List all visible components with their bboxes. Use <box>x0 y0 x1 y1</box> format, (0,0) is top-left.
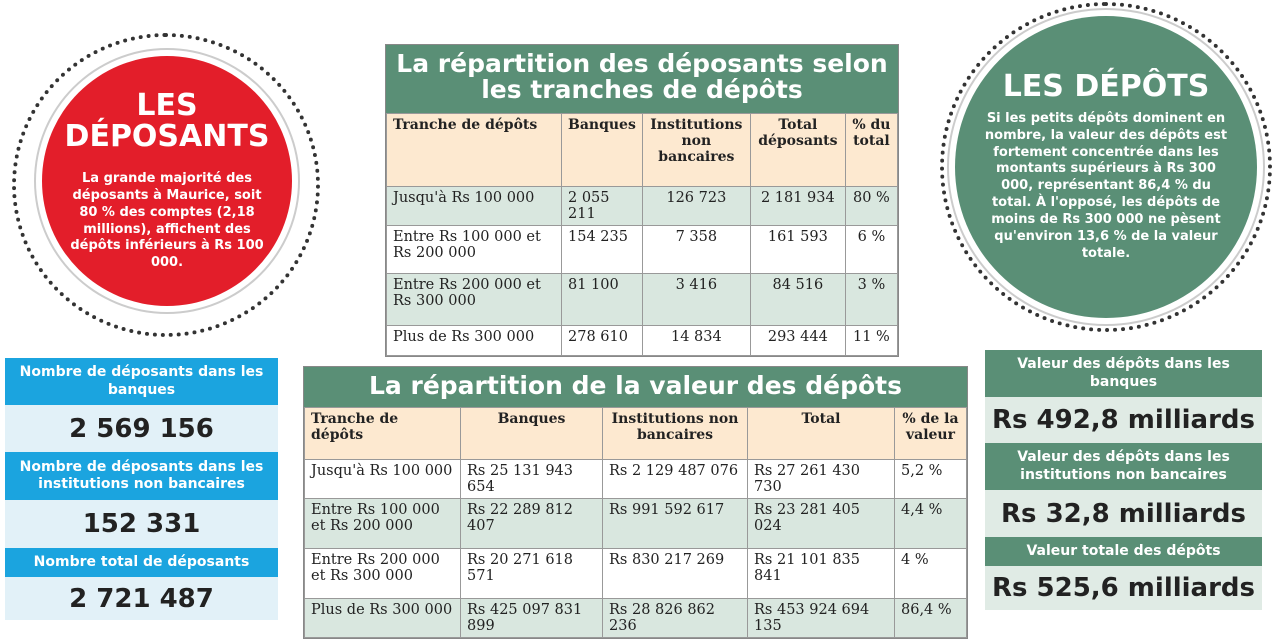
valeur-table: La répartition de la valeur des dépôts T… <box>303 366 968 639</box>
table-cell: 293 444 <box>749 325 846 356</box>
table-row: Jusqu'à Rs 100 000 2 055 211 126 723 2 181 … <box>386 186 899 226</box>
table-cell: 278 610 <box>561 325 643 356</box>
column-header: % du total <box>844 113 899 187</box>
title-line: La répartition des déposants selon <box>396 49 888 78</box>
deposants-circle: LES DÉPOSANTS La grande majorité des dép… <box>42 56 292 306</box>
deposants-text: La grande majorité des déposants à Mauri… <box>70 170 264 271</box>
table-cell: 14 834 <box>641 325 751 356</box>
right-stat-value: Rs 492,8 milliards <box>985 397 1262 443</box>
column-header: Banques <box>460 407 603 460</box>
table-row: Entre Rs 200 000 et Rs 300 000 81 100 3 41… <box>386 273 899 326</box>
table-cell: Rs 453 924 694 135 <box>747 598 895 638</box>
left-stat-value: 2 721 487 <box>5 577 278 620</box>
table-cell: 2 055 211 <box>561 186 643 226</box>
deposants-table-title: La répartition des déposants selon les t… <box>386 45 898 113</box>
table-row: Plus de Rs 300 000 278 610 14 834 293 444 11… <box>386 325 899 356</box>
table-cell: Plus de Rs 300 000 <box>386 325 562 356</box>
header-row: Tranche de dépôts Banques Institutions non… <box>386 113 899 187</box>
table-cell: 81 100 <box>561 273 643 326</box>
table-row: Entre Rs 100 000 et Rs 200 000 154 235 7 3… <box>386 225 899 274</box>
table-cell: 5,2 % <box>894 459 967 499</box>
table-cell: Entre Rs 200 000 et Rs 300 000 <box>304 548 461 599</box>
depots-ring <box>940 2 1272 332</box>
deposants-table: La répartition des déposants selon les t… <box>385 44 899 357</box>
valeur-table-title: La répartition de la valeur des dépôts <box>304 367 967 407</box>
table-cell: 84 516 <box>749 273 846 326</box>
depots-text: Si les petits dépôts dominent en nombre,… <box>984 110 1228 261</box>
table-cell: Rs 425 097 831 899 <box>460 598 603 638</box>
table-row: Entre Rs 100 000 et Rs 200 000 Rs 22 289 … <box>304 498 967 549</box>
table-cell: 3 416 <box>641 273 751 326</box>
column-header: Institutions non bancaires <box>602 407 748 460</box>
table-row: Plus de Rs 300 000 Rs 425 097 831 899 Rs 2… <box>304 598 967 638</box>
left-stat-value: 2 569 156 <box>5 405 278 452</box>
table-cell: Rs 2 129 487 076 <box>602 459 748 499</box>
table-cell: 161 593 <box>749 225 846 274</box>
table-cell: Plus de Rs 300 000 <box>304 598 461 638</box>
right-stat-label: Valeur totale des dépôts <box>985 537 1262 566</box>
table-cell: Entre Rs 100 000 et Rs 200 000 <box>386 225 562 274</box>
right-stat-label: Valeur des dépôts dans les institutions … <box>985 443 1262 490</box>
table-row: Entre Rs 200 000 et Rs 300 000 Rs 20 271 … <box>304 548 967 599</box>
left-stat-label: Nombre de déposants dans les banques <box>5 358 278 405</box>
table-cell: 7 358 <box>641 225 751 274</box>
table-cell: 6 % <box>844 225 899 274</box>
table-cell: Rs 20 271 618 571 <box>460 548 603 599</box>
right-stat-value: Rs 32,8 milliards <box>985 490 1262 537</box>
table-cell: Jusqu'à Rs 100 000 <box>386 186 562 226</box>
table-cell: Rs 21 101 835 841 <box>747 548 895 599</box>
table-cell: 126 723 <box>641 186 751 226</box>
header-row: Tranche de dépôts Banques Institutions non… <box>304 407 967 460</box>
title-line: les tranches de dépôts <box>481 75 803 105</box>
table-cell: 80 % <box>844 186 899 226</box>
table-cell: 11 % <box>844 325 899 356</box>
valeur-grid: Tranche de dépôts Banques Institutions non… <box>304 407 967 638</box>
column-header: Tranche de dépôts <box>386 113 562 187</box>
table-cell: 3 % <box>844 273 899 326</box>
deposants-title-2: DÉPOSANTS <box>64 119 270 155</box>
table-cell: Entre Rs 100 000 et Rs 200 000 <box>304 498 461 549</box>
column-header: Institutions non bancaires <box>641 113 751 187</box>
left-stat-label: Nombre de déposants dans les institution… <box>5 452 278 500</box>
table-cell: 4 % <box>894 548 967 599</box>
column-header: Banques <box>561 113 643 187</box>
right-stat-value: Rs 525,6 milliards <box>985 566 1262 610</box>
table-cell: Jusqu'à Rs 100 000 <box>304 459 461 499</box>
table-cell: Rs 830 217 269 <box>602 548 748 599</box>
depots-title: LES DÉPÔTS <box>1002 69 1210 105</box>
table-cell: Rs 27 261 430 730 <box>747 459 895 499</box>
table-cell: Rs 23 281 405 024 <box>747 498 895 549</box>
column-header: Tranche de dépôts <box>304 407 461 460</box>
table-cell: Entre Rs 200 000 et Rs 300 000 <box>386 273 562 326</box>
table-cell: Rs 25 131 943 654 <box>460 459 603 499</box>
deposants-grid: Tranche de dépôts Banques Institutions non… <box>386 113 899 356</box>
table-cell: 4,4 % <box>894 498 967 549</box>
table-cell: Rs 28 826 862 236 <box>602 598 748 638</box>
column-header: % de la valeur <box>894 407 967 460</box>
left-stat-value: 152 331 <box>5 500 278 548</box>
column-header: Total <box>747 407 895 460</box>
column-header: Total déposants <box>749 113 846 187</box>
table-cell: 2 181 934 <box>749 186 846 226</box>
right-stat-label: Valeur des dépôts dans les banques <box>985 350 1262 397</box>
depots-circle: LES DÉPÔTS Si les petits dépôts dominent… <box>955 16 1257 318</box>
table-row: Jusqu'à Rs 100 000 Rs 25 131 943 654 Rs 2 … <box>304 459 967 499</box>
table-cell: 86,4 % <box>894 598 967 638</box>
table-cell: 154 235 <box>561 225 643 274</box>
deposants-title: LES <box>136 87 198 123</box>
table-cell: Rs 22 289 812 407 <box>460 498 603 549</box>
left-stat-label: Nombre total de déposants <box>5 548 278 577</box>
table-cell: Rs 991 592 617 <box>602 498 748 549</box>
deposants-ring <box>12 33 320 337</box>
